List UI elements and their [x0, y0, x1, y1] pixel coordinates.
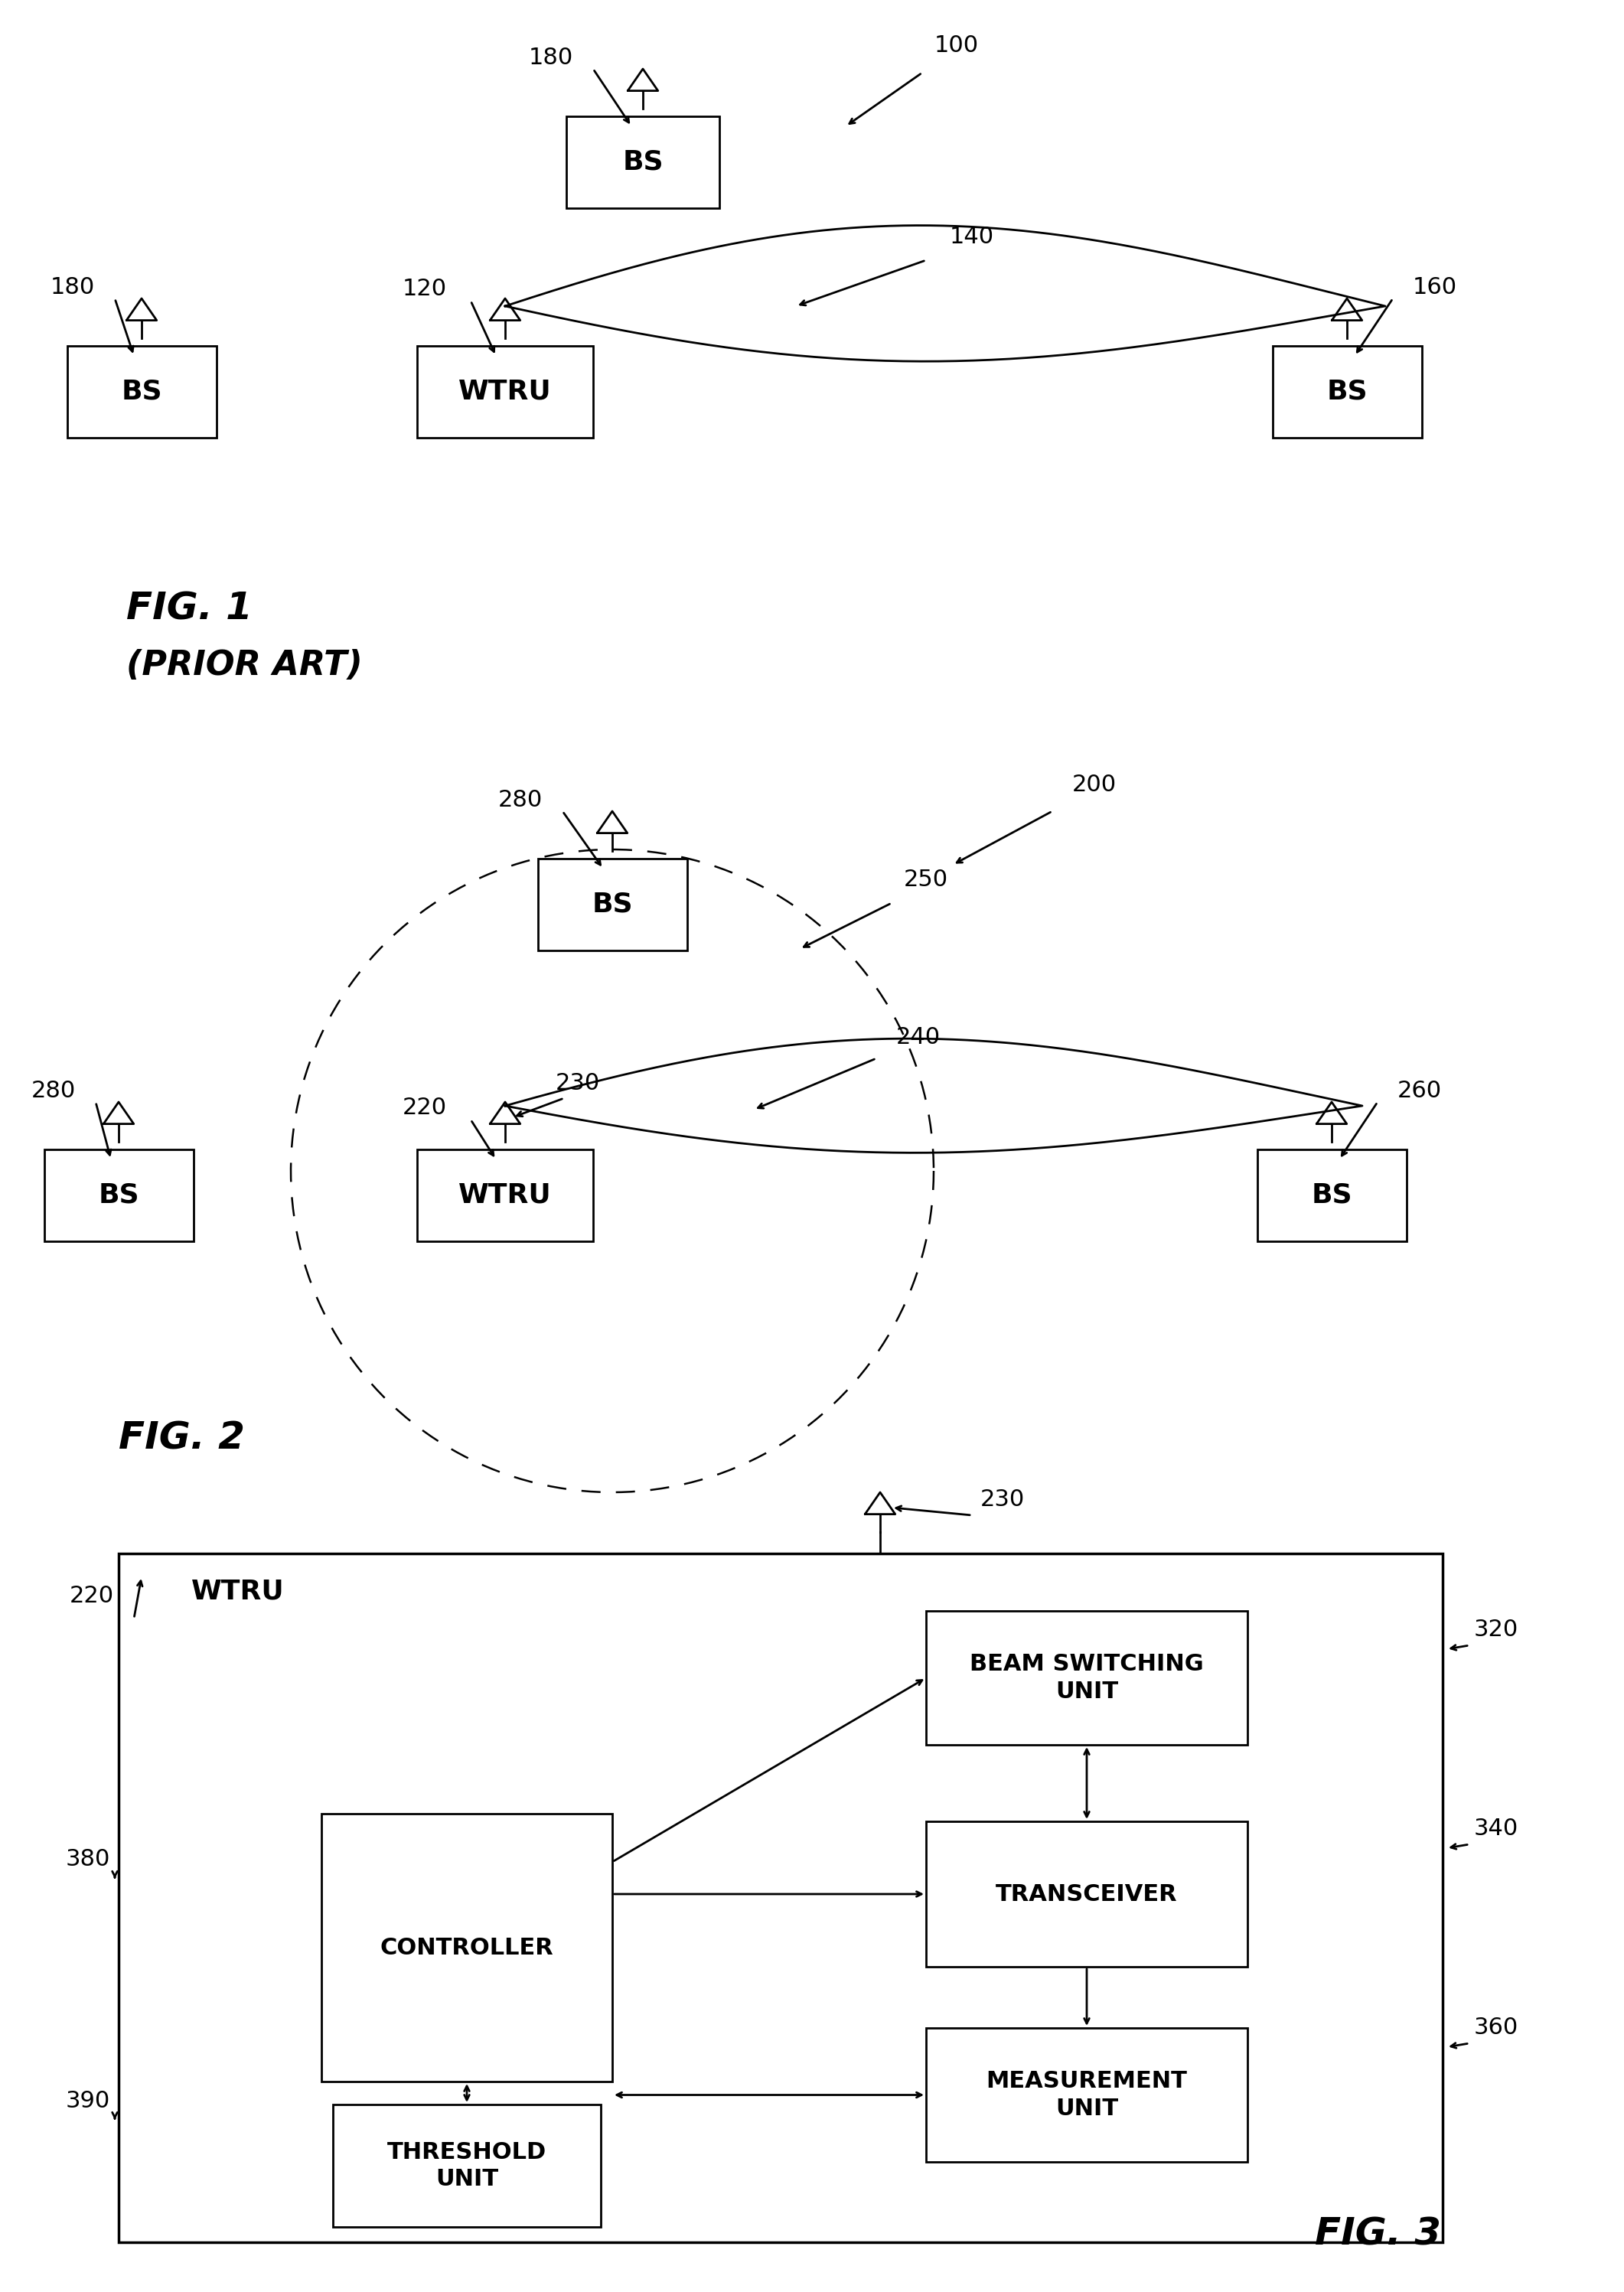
- Text: 390: 390: [65, 2090, 110, 2111]
- Bar: [567, 117, 719, 209]
- Bar: [1257, 1151, 1406, 1242]
- Bar: [538, 860, 687, 951]
- Text: 320: 320: [1475, 1618, 1518, 1641]
- Text: BS: BS: [1311, 1183, 1353, 1208]
- Text: 220: 220: [70, 1584, 114, 1607]
- Text: MEASUREMENT
UNIT: MEASUREMENT UNIT: [986, 2070, 1187, 2120]
- Text: 380: 380: [65, 1850, 110, 1870]
- Bar: [926, 1611, 1247, 1744]
- Text: THRESHOLD
UNIT: THRESHOLD UNIT: [387, 2141, 547, 2191]
- Bar: [1272, 346, 1421, 438]
- Bar: [67, 346, 216, 438]
- Text: 360: 360: [1475, 2017, 1518, 2040]
- Text: BS: BS: [122, 378, 162, 406]
- Text: FIG. 2: FIG. 2: [119, 1421, 245, 1458]
- Text: 220: 220: [403, 1098, 447, 1118]
- Text: 260: 260: [1397, 1080, 1442, 1102]
- Bar: [926, 2028, 1247, 2161]
- Text: 240: 240: [896, 1027, 940, 1047]
- Text: 230: 230: [981, 1490, 1025, 1510]
- Bar: [119, 1554, 1442, 2242]
- Text: FIG. 1: FIG. 1: [127, 589, 252, 626]
- Bar: [926, 1822, 1247, 1967]
- Text: CONTROLLER: CONTROLLER: [380, 1937, 554, 1960]
- Bar: [417, 1151, 593, 1242]
- Text: WTRU: WTRU: [458, 1183, 552, 1208]
- Text: WTRU: WTRU: [192, 1579, 284, 1604]
- Text: 280: 280: [31, 1080, 76, 1102]
- Text: FIG. 3: FIG. 3: [1314, 2216, 1440, 2253]
- Text: 340: 340: [1475, 1818, 1518, 1840]
- Text: TRANSCEIVER: TRANSCEIVER: [996, 1884, 1177, 1905]
- Text: BS: BS: [622, 149, 663, 174]
- Text: 280: 280: [499, 788, 542, 811]
- Text: 160: 160: [1413, 275, 1457, 298]
- Text: BS: BS: [591, 892, 633, 917]
- Text: (PRIOR ART): (PRIOR ART): [127, 649, 362, 683]
- Bar: [44, 1151, 193, 1242]
- Text: 180: 180: [50, 275, 94, 298]
- Text: 180: 180: [529, 46, 573, 69]
- Text: WTRU: WTRU: [458, 378, 552, 406]
- Text: BEAM SWITCHING
UNIT: BEAM SWITCHING UNIT: [970, 1653, 1203, 1703]
- Bar: [333, 2104, 601, 2228]
- Text: BS: BS: [97, 1183, 140, 1208]
- Text: 120: 120: [403, 277, 447, 300]
- Text: BS: BS: [1327, 378, 1367, 406]
- Text: 230: 230: [555, 1073, 601, 1093]
- Text: 250: 250: [905, 869, 948, 892]
- Bar: [322, 1813, 612, 2081]
- Bar: [417, 346, 593, 438]
- Text: 100: 100: [934, 34, 979, 57]
- Text: 140: 140: [950, 227, 994, 248]
- Text: 200: 200: [1072, 772, 1117, 795]
